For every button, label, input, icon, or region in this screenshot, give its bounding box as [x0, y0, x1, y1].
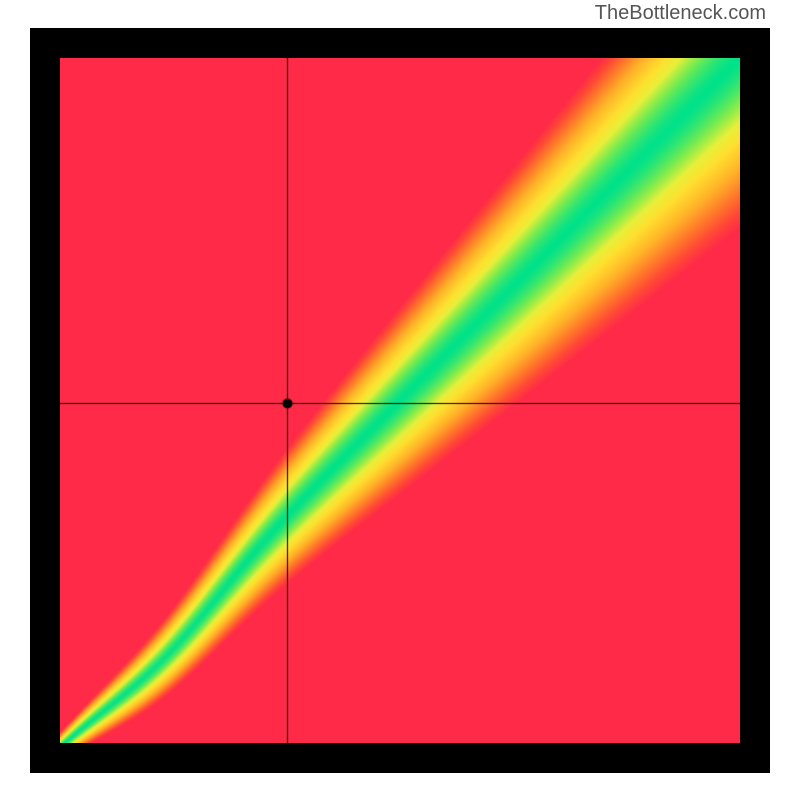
chart-container: { "attribution": "TheBottleneck.com", "p…	[0, 0, 800, 800]
heatmap-plot	[30, 28, 770, 773]
attribution-text: TheBottleneck.com	[595, 2, 766, 25]
heatmap-canvas	[60, 58, 740, 743]
